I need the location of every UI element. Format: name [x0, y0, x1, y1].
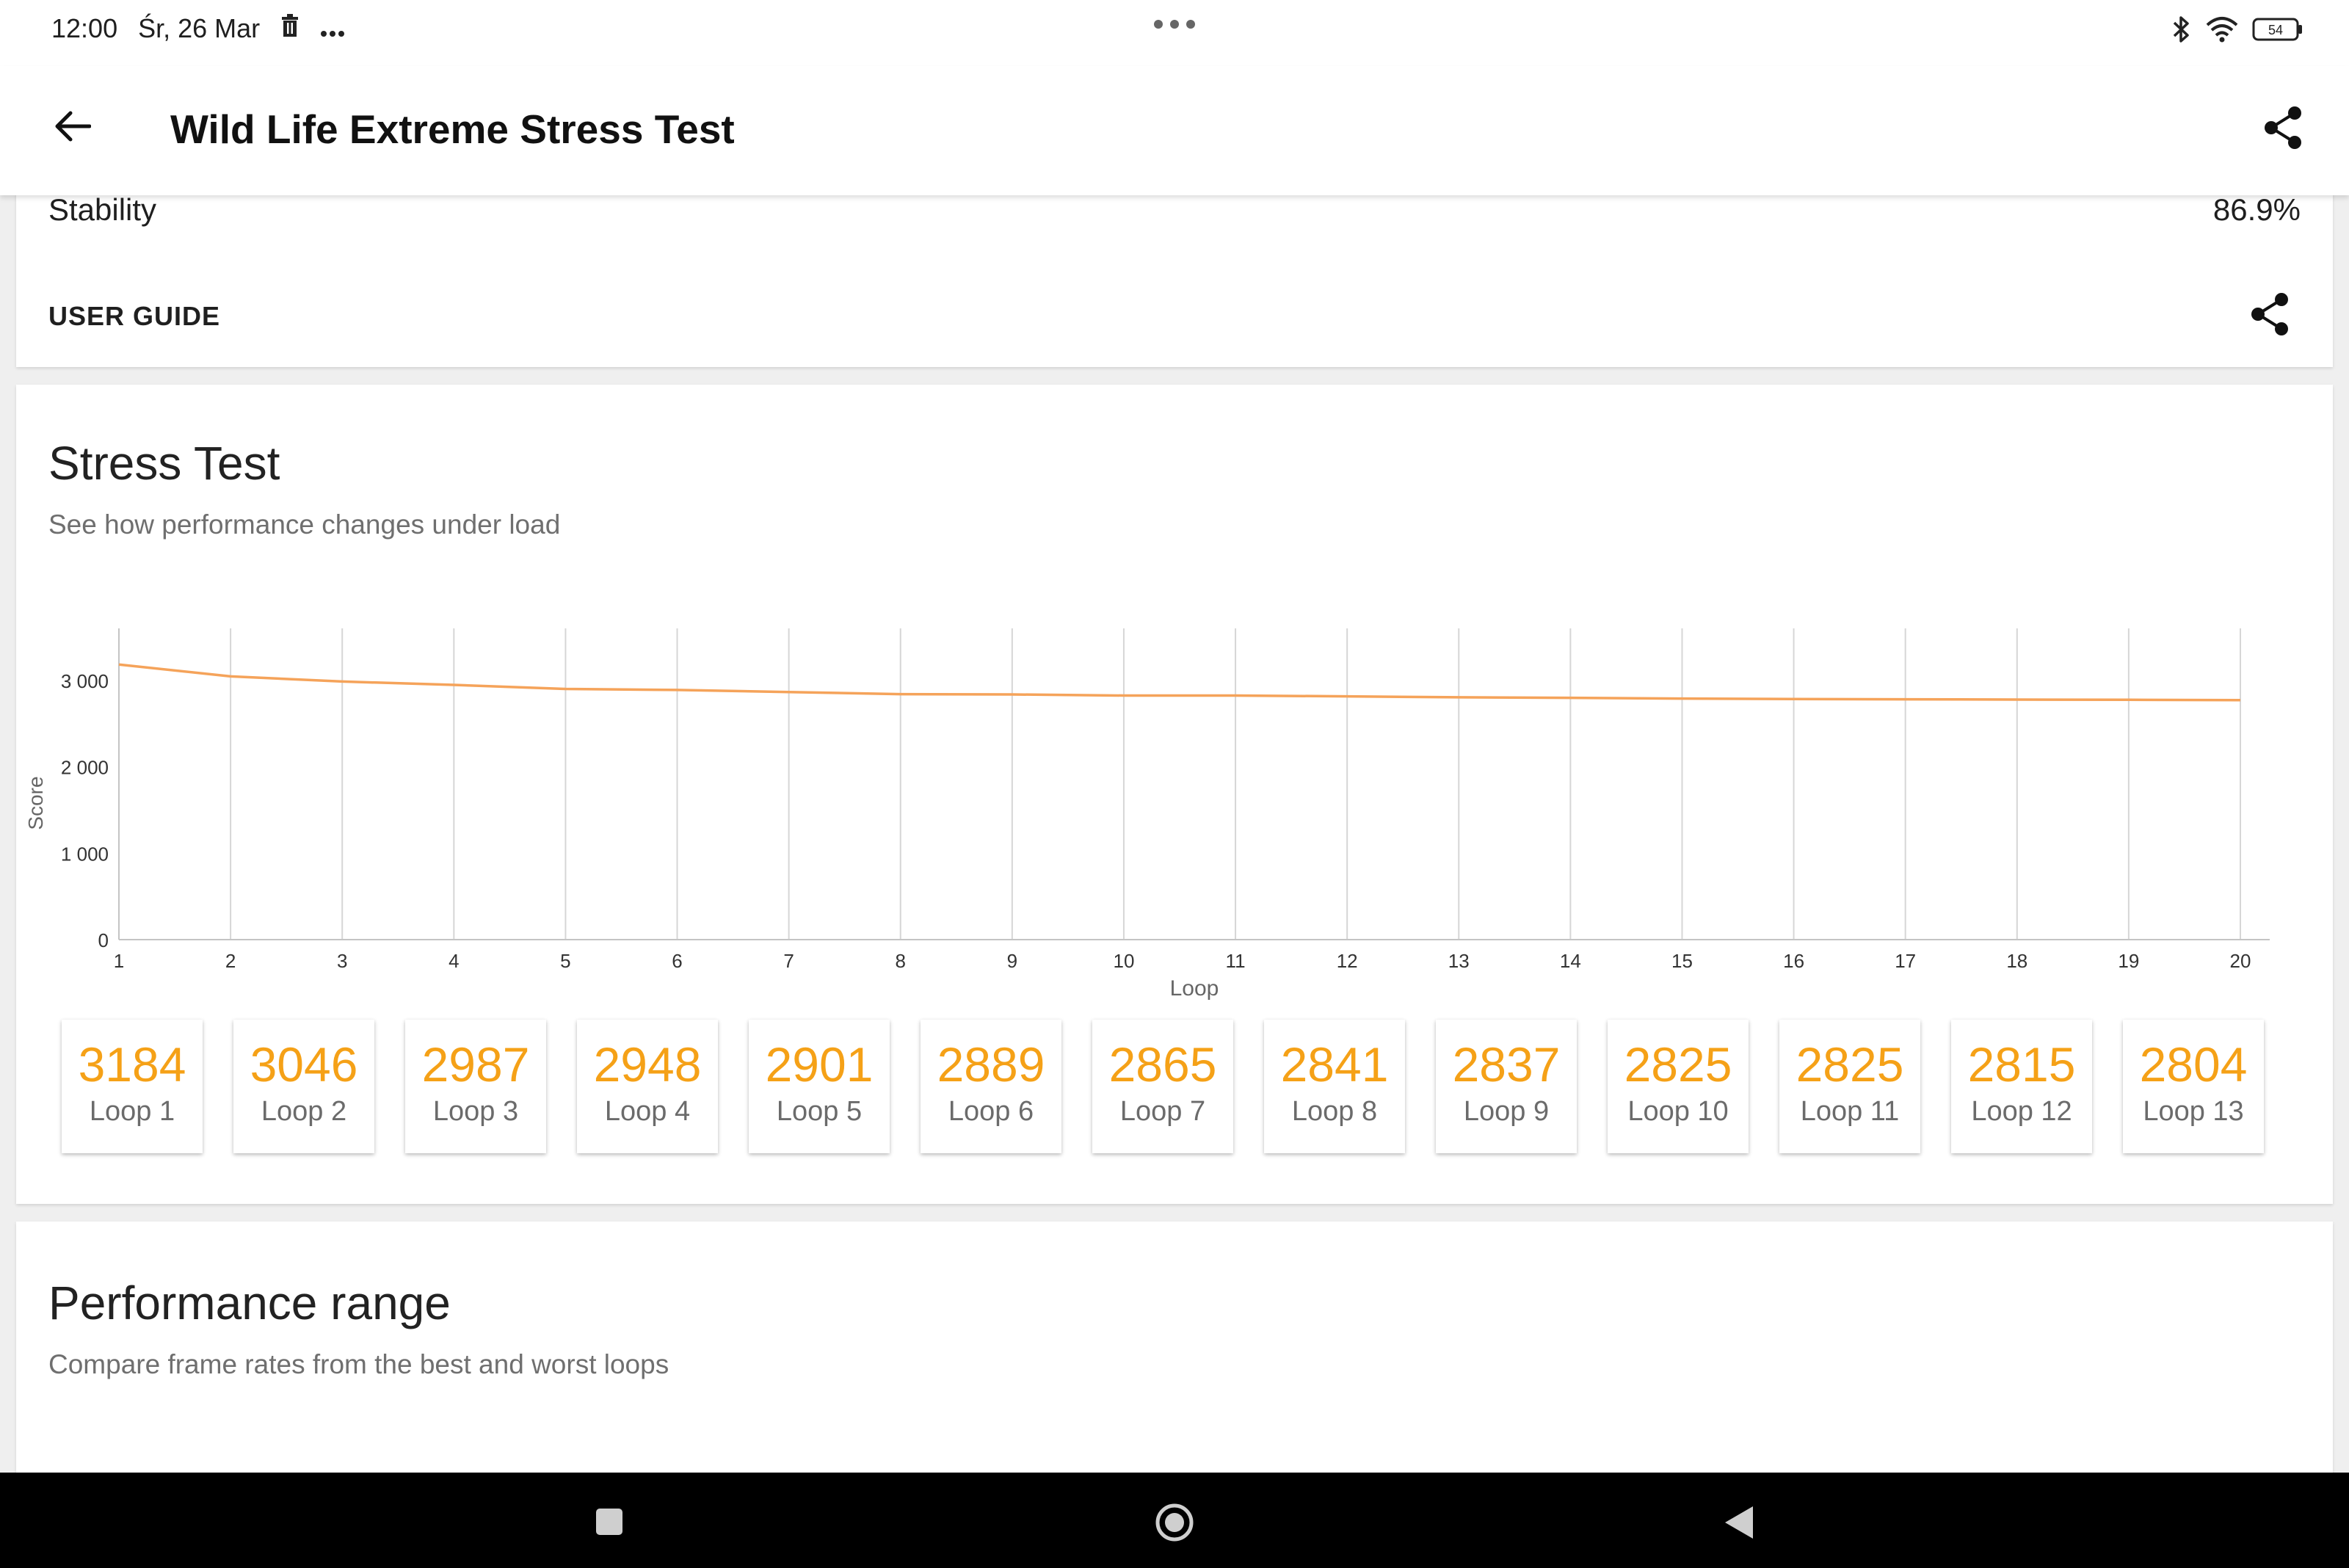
loop-score-card: 2901 Loop 5: [749, 1020, 890, 1153]
battery-icon: 54: [2252, 17, 2303, 46]
loop-score-label: Loop 1: [89, 1096, 175, 1127]
loop-score-card: 2865 Loop 7: [1092, 1020, 1233, 1153]
home-button-icon[interactable]: [1154, 1502, 1195, 1547]
status-time: 12:00: [51, 13, 118, 43]
x-tick-label: 7: [783, 950, 794, 972]
x-tick-label: 17: [1895, 950, 1916, 972]
user-guide-button[interactable]: USER GUIDE: [48, 301, 221, 331]
loop-score-card: 3184 Loop 1: [62, 1020, 203, 1153]
page-title: Wild Life Extreme Stress Test: [170, 106, 735, 152]
loop-score-value: 2825: [1624, 1037, 1732, 1092]
loop-score-card: 2889 Loop 6: [921, 1020, 1061, 1153]
loop-score-label: Loop 7: [1119, 1096, 1206, 1127]
loop-score-value: 2841: [1280, 1037, 1389, 1092]
loop-score-label: Loop 2: [261, 1096, 347, 1127]
loop-score-value: 2865: [1108, 1037, 1217, 1092]
stability-label: Stability: [48, 192, 157, 227]
x-tick-label: 19: [2118, 950, 2139, 972]
score-series-line: [118, 663, 2241, 702]
x-axis-label: Loop: [1170, 976, 1219, 1001]
loop-score-value: 3184: [78, 1037, 186, 1092]
x-tick-label: 1: [114, 950, 124, 972]
loop-score-label: Loop 4: [604, 1096, 691, 1127]
loop-score-value: 2987: [421, 1037, 530, 1092]
stress-test-subtitle: See how performance changes under load: [48, 509, 561, 540]
loop-score-card: 2825 Loop 10: [1608, 1020, 1749, 1153]
x-tick-label: 6: [672, 950, 682, 972]
loop-score-label: Loop 5: [776, 1096, 863, 1127]
loop-score-value: 2804: [2139, 1037, 2248, 1092]
loop-score-value: 2825: [1796, 1037, 1904, 1092]
loop-score-card: 2804 Loop 13: [2123, 1020, 2264, 1153]
loop-score-label: Loop 11: [1800, 1096, 1900, 1127]
x-tick-label: 5: [560, 950, 570, 972]
y-tick-label: 3 000: [61, 670, 109, 692]
wifi-icon: [2205, 16, 2239, 46]
app-bar: Wild Life Extreme Stress Test: [0, 66, 2349, 195]
share-guide-icon[interactable]: [2249, 292, 2290, 340]
loop-score-label: Loop 12: [1971, 1096, 2072, 1127]
more-notifications-icon: [320, 13, 345, 44]
loop-score-label: Loop 10: [1627, 1096, 1729, 1127]
x-tick-label: 8: [896, 950, 906, 972]
status-date: Śr, 26 Mar: [138, 13, 261, 43]
loop-score-card: 3046 Loop 2: [233, 1020, 374, 1153]
loop-scores-list: 3184 Loop 1 3046 Loop 2 2987 Loop 3 2948 Loop 4…: [62, 1020, 2264, 1153]
x-tick-label: 4: [449, 950, 459, 972]
x-tick-label: 2: [225, 950, 236, 972]
x-tick-label: 10: [1113, 950, 1134, 972]
x-tick-label: 12: [1337, 950, 1358, 972]
x-tick-label: 18: [2006, 950, 2027, 972]
performance-range-title: Performance range: [48, 1277, 451, 1329]
loop-score-value: 2901: [765, 1037, 874, 1092]
loop-score-card: 2837 Loop 9: [1436, 1020, 1577, 1153]
performance-range-subtitle: Compare frame rates from the best and wo…: [48, 1349, 669, 1379]
loop-score-label: Loop 3: [432, 1096, 519, 1127]
loop-score-card: 2987 Loop 3: [405, 1020, 546, 1153]
loop-score-value: 3046: [250, 1037, 358, 1092]
stress-test-title: Stress Test: [48, 437, 280, 490]
x-tick-label: 20: [2230, 950, 2251, 972]
y-tick-label: 1 000: [61, 843, 109, 865]
back-button-icon[interactable]: [1722, 1505, 1754, 1544]
y-axis-label: Score: [24, 776, 47, 830]
loop-score-card: 2825 Loop 11: [1779, 1020, 1920, 1153]
status-bar: 12:00 Śr, 26 Mar 54: [0, 0, 2349, 66]
loop-score-value: 2837: [1452, 1037, 1561, 1092]
battery-level: 54: [2268, 23, 2283, 37]
x-tick-label: 9: [1007, 950, 1017, 972]
x-tick-label: 15: [1671, 950, 1693, 972]
loop-score-value: 2948: [593, 1037, 702, 1092]
navigation-bar: [0, 1473, 2349, 1568]
loop-score-label: Loop 8: [1291, 1096, 1378, 1127]
x-tick-label: 14: [1560, 950, 1581, 972]
loop-score-label: Loop 13: [2143, 1096, 2244, 1127]
trash-notification-icon: [280, 13, 299, 44]
loop-score-value: 2889: [937, 1037, 1045, 1092]
bluetooth-icon: [2170, 15, 2192, 48]
x-tick-label: 16: [1783, 950, 1804, 972]
back-arrow-icon[interactable]: [53, 110, 92, 146]
window-handle-icon[interactable]: [1152, 19, 1197, 33]
x-tick-label: 3: [337, 950, 347, 972]
loop-score-card: 2841 Loop 8: [1264, 1020, 1405, 1153]
recents-button-icon[interactable]: [595, 1507, 624, 1540]
stability-value: 86.9%: [2212, 192, 2301, 227]
stress-test-card: Stress Test See how performance changes …: [16, 385, 2333, 1204]
y-tick-label: 0: [98, 929, 109, 951]
share-icon[interactable]: [2262, 106, 2303, 153]
y-tick-label: 2 000: [61, 757, 109, 779]
loop-score-label: Loop 9: [1463, 1096, 1550, 1127]
x-tick-label: 11: [1226, 950, 1246, 972]
loop-score-card: 2948 Loop 4: [577, 1020, 718, 1153]
loop-score-label: Loop 6: [948, 1096, 1034, 1127]
loop-score-card: 2815 Loop 12: [1951, 1020, 2092, 1153]
summary-card: Stability 86.9% USER GUIDE: [16, 166, 2333, 367]
x-tick-label: 13: [1448, 950, 1470, 972]
loop-score-value: 2815: [1967, 1037, 2076, 1092]
